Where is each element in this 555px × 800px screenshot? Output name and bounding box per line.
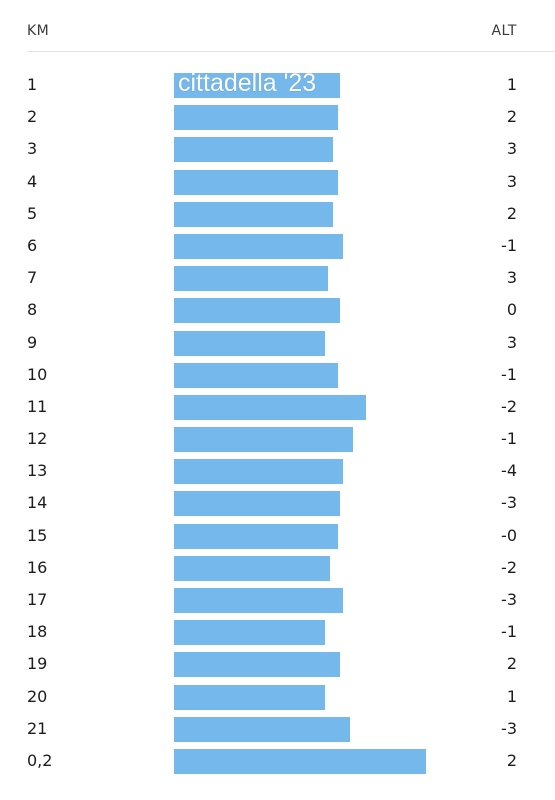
km-label: 12 [27, 429, 48, 449]
pace-bar [174, 266, 328, 292]
pace-bar [174, 169, 338, 195]
alt-value: 3 [506, 332, 517, 352]
pace-bar [174, 233, 343, 259]
km-label: 20 [27, 686, 48, 706]
split-row: 12 -1 [0, 423, 555, 455]
pace-bar [174, 298, 340, 324]
pace-bar [174, 748, 426, 774]
km-label: 6 [27, 235, 38, 255]
title-overlay: cittadella '23 [178, 69, 317, 97]
km-label: 8 [27, 300, 38, 320]
alt-value: -2 [501, 396, 517, 416]
alt-column-header: ALT [491, 23, 517, 39]
split-row: 6 -1 [0, 230, 555, 262]
alt-value: -3 [501, 493, 517, 513]
table-header: KM ALT [0, 0, 555, 52]
km-label: 7 [27, 268, 38, 288]
alt-value: -3 [501, 590, 517, 609]
alt-value: -1 [501, 429, 517, 449]
alt-value: 0 [506, 300, 517, 320]
pace-bar [174, 555, 330, 581]
km-label: 13 [27, 461, 48, 481]
km-label: 11 [27, 396, 48, 416]
alt-value: -4 [501, 461, 517, 481]
split-row: 15 -0 [0, 520, 555, 552]
pace-bar [174, 427, 353, 453]
split-row: 21 -3 [0, 713, 555, 745]
alt-value: 2 [506, 107, 517, 127]
split-row: 11 -2 [0, 391, 555, 423]
km-label: 10 [27, 364, 48, 384]
alt-value: -1 [501, 622, 517, 642]
alt-value: 1 [506, 686, 517, 706]
pace-bar [174, 491, 340, 517]
pace-bar [174, 588, 343, 613]
km-label: 15 [27, 525, 48, 545]
km-label: 1 [27, 75, 38, 94]
km-label: 14 [27, 493, 48, 513]
km-label: 4 [27, 171, 38, 191]
pace-bar [174, 73, 340, 98]
km-label: 2 [27, 107, 38, 127]
alt-value: -1 [501, 235, 517, 255]
alt-value: 3 [506, 171, 517, 191]
split-row: 18 -1 [0, 616, 555, 648]
pace-bar [174, 652, 340, 678]
alt-value: -3 [501, 718, 517, 738]
alt-value: -0 [501, 525, 517, 545]
alt-value: 2 [506, 654, 517, 674]
split-row: 17 -3 [0, 584, 555, 616]
pace-bar [174, 620, 325, 646]
pace-bar [174, 523, 338, 549]
alt-value: 1 [506, 75, 517, 94]
pace-bar [174, 105, 338, 131]
pace-bar [174, 394, 366, 420]
km-label: 5 [27, 203, 38, 223]
alt-value: -1 [501, 364, 517, 384]
split-row: 10 -1 [0, 359, 555, 391]
split-row: 20 1 [0, 681, 555, 713]
split-row: 13 -4 [0, 455, 555, 487]
pace-bar [174, 362, 338, 388]
pace-bar [174, 137, 333, 163]
pace-bar [174, 330, 325, 356]
alt-value: 2 [506, 203, 517, 223]
alt-value: -2 [501, 557, 517, 577]
alt-value: 2 [506, 750, 517, 770]
alt-value: 3 [506, 268, 517, 288]
pace-bar [174, 459, 343, 485]
split-row: 19 2 [0, 648, 555, 680]
km-label: 3 [27, 139, 38, 159]
km-column-header: KM [27, 23, 50, 39]
km-label: 18 [27, 622, 48, 642]
km-label: 17 [27, 590, 48, 609]
km-label: 21 [27, 718, 48, 738]
km-label: 0,2 [27, 750, 53, 770]
km-label: 19 [27, 654, 48, 674]
pace-bar [174, 201, 333, 227]
split-row: 14 -3 [0, 487, 555, 519]
alt-value: 3 [506, 139, 517, 159]
split-row: 16 -2 [0, 552, 555, 584]
km-label: 16 [27, 557, 48, 577]
split-row: 0,2 2 [0, 745, 555, 777]
km-label: 9 [27, 332, 38, 352]
header-divider [27, 51, 555, 52]
pace-bar [174, 716, 350, 742]
pace-bar [174, 684, 325, 710]
split-rows: 1 1 2 2 3 3 4 3 5 2 6 -1 7 3 8 0 9 3 10 -1 11 -2 12 -1 13 -4 14 -3 1… [0, 69, 555, 777]
